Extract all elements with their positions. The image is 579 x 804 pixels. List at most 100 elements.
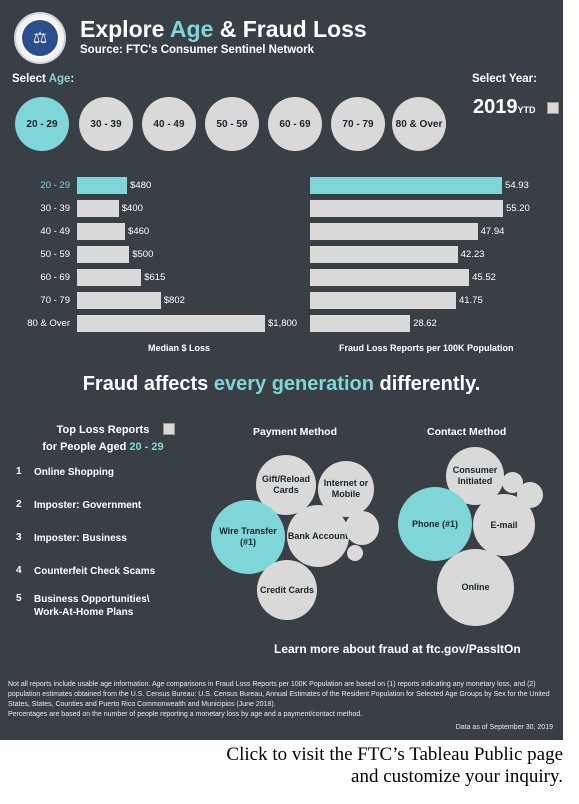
loss-bar-4[interactable]	[77, 269, 142, 286]
top-loss-title: Top Loss Reports for People Aged 20 - 29	[28, 422, 178, 456]
reports-bar-label-2: 47.94	[480, 226, 505, 237]
loss-bar-label-2: $460	[128, 226, 150, 237]
bubble-bank-account[interactable]: Bank Account	[287, 505, 349, 567]
age-button-1[interactable]: 30 - 39	[79, 97, 133, 151]
reports-bar-4[interactable]	[310, 269, 470, 286]
top-loss-text: Business Opportunities\ Work-At-Home Pla…	[34, 594, 150, 618]
age-button-2[interactable]: 40 - 49	[142, 97, 196, 151]
title-text-end: & Fraud Loss	[213, 16, 367, 42]
row-label-4: 60 - 69	[40, 272, 70, 283]
row-label-3: 50 - 59	[40, 249, 70, 260]
row-label-2: 40 - 49	[40, 226, 70, 237]
year-dropdown-button[interactable]	[547, 102, 559, 114]
row-label-5: 70 - 79	[40, 295, 70, 306]
bubble-email[interactable]: E-mail	[473, 494, 535, 556]
select-age-highlight: Age	[48, 73, 71, 85]
select-year-label: Select Year:	[471, 73, 537, 85]
headline-post: differently.	[373, 373, 481, 395]
reports-bar-3[interactable]	[310, 246, 458, 263]
age-button-0[interactable]: 20 - 29	[15, 97, 69, 151]
loss-bar-2[interactable]	[77, 223, 126, 240]
contact-method-title: Contact Method	[427, 426, 507, 438]
bubble-other-payment-2[interactable]	[347, 545, 363, 561]
reports-bar-1[interactable]	[310, 200, 503, 217]
age-button-3[interactable]: 50 - 59	[205, 97, 259, 151]
top-loss-item: 5 Business Opportunities\ Work-At-Home Pl…	[16, 593, 174, 619]
median-loss-axis-title: Median $ Loss	[148, 343, 211, 353]
loss-bar-label-4: $615	[144, 272, 166, 283]
top-loss-item: 4 Counterfeit Check Scams	[16, 565, 174, 578]
bubble-credit-cards[interactable]: Credit Cards	[257, 560, 317, 620]
age-button-6[interactable]: 80 & Over	[392, 97, 446, 151]
footnote-text-1: Not all reports include usable age infor…	[8, 681, 550, 708]
loss-bar-5[interactable]	[77, 292, 161, 309]
dashboard-panel: ⚖ Explore Age & Fraud Loss Source: FTC's…	[0, 0, 563, 740]
reports-bar-label-0: 54.93	[505, 180, 529, 191]
loss-bar-label-1: $400	[121, 203, 143, 214]
year-number: 2019	[473, 96, 518, 118]
caption-link[interactable]: Click to visit the FTC’s Tableau Public …	[226, 744, 563, 788]
reports-bar-5[interactable]	[310, 292, 456, 309]
reports-bar-6[interactable]	[310, 315, 411, 332]
reports-bar-label-4: 45.52	[472, 272, 496, 283]
reports-bar-label-6: 28.62	[413, 318, 437, 329]
top-loss-dropdown-button[interactable]	[163, 423, 175, 435]
bubble-other-payment-1[interactable]	[345, 511, 379, 545]
loss-bar-label-5: $802	[163, 295, 185, 306]
top-loss-rank: 2	[16, 499, 22, 510]
top-loss-text: Online Shopping	[34, 467, 114, 478]
headline-pre: Fraud affects	[82, 373, 214, 395]
top-loss-title-line2: for People Aged	[42, 441, 130, 453]
top-loss-rank: 5	[16, 593, 22, 604]
page-title: Explore Age & Fraud Loss	[80, 16, 367, 43]
loss-bar-label-3: $500	[132, 249, 154, 260]
select-age-label: Select Age:	[12, 73, 74, 85]
reports-bar-2[interactable]	[310, 223, 478, 240]
loss-bar-3[interactable]	[77, 246, 130, 263]
top-loss-item: 2 Imposter: Government	[16, 499, 174, 512]
bubble-phone[interactable]: Phone (#1)	[398, 487, 472, 561]
top-loss-age-highlight: 20 - 29	[129, 441, 164, 453]
loss-bar-6[interactable]	[77, 315, 265, 332]
headline-highlight: every generation	[213, 373, 374, 395]
scales-icon: ⚖	[20, 18, 60, 58]
footnote: Not all reports include usable age infor…	[8, 680, 556, 720]
select-age-pre: Select	[12, 73, 49, 85]
select-age-post: :	[70, 73, 75, 85]
top-loss-text: Counterfeit Check Scams	[34, 566, 156, 577]
reports-bar-label-3: 42.23	[460, 249, 485, 260]
headline: Fraud affects every generation different…	[0, 373, 563, 396]
payment-method-title: Payment Method	[253, 426, 338, 438]
reports-axis-title: Fraud Loss Reports per 100K Population	[339, 343, 514, 353]
footnote-text-2: Percentages are based on the number of p…	[8, 711, 363, 718]
bubble-online[interactable]: Online	[437, 549, 514, 626]
top-loss-text: Imposter: Government	[34, 500, 142, 511]
reports-bar-label-1: 55.20	[506, 203, 530, 214]
caption-line-2: and customize your inquiry.	[351, 766, 563, 787]
reports-bar-0[interactable]	[310, 177, 503, 194]
top-loss-text: Imposter: Business	[34, 533, 127, 544]
row-label-1: 30 - 39	[40, 203, 70, 214]
row-label-6: 80 & Over	[27, 318, 70, 329]
loss-bar-label-0: $480	[130, 180, 152, 191]
age-button-4[interactable]: 60 - 69	[268, 97, 322, 151]
ftc-seal-logo: ⚖	[14, 12, 66, 64]
row-label-0: 20 - 29	[40, 180, 70, 191]
top-loss-title-line1: Top Loss Reports	[56, 424, 150, 436]
top-loss-rank: 4	[16, 565, 22, 576]
loss-bar-label-6: $1,800	[268, 318, 298, 329]
learn-more-link[interactable]: Learn more about fraud at ftc.gov/PassIt…	[274, 642, 521, 656]
year-value[interactable]: 2019YTD	[473, 96, 536, 119]
loss-bar-1[interactable]	[77, 200, 119, 217]
source-note: Source: FTC's Consumer Sentinel Network	[80, 44, 315, 56]
ytd-label: YTD	[517, 105, 536, 115]
reports-bar-label-5: 41.75	[458, 295, 483, 306]
loss-bar-0[interactable]	[77, 177, 128, 194]
caption-line-1: Click to visit the FTC’s Tableau Public …	[226, 744, 563, 765]
title-highlight: Age	[169, 16, 214, 42]
data-as-of: Data as of September 30, 2019	[455, 724, 553, 731]
top-loss-rank: 3	[16, 532, 22, 543]
top-loss-item: 3 Imposter: Business	[16, 532, 174, 545]
bubble-wire-transfer[interactable]: Wire Transfer (#1)	[211, 500, 285, 574]
age-button-5[interactable]: 70 - 79	[331, 97, 385, 151]
